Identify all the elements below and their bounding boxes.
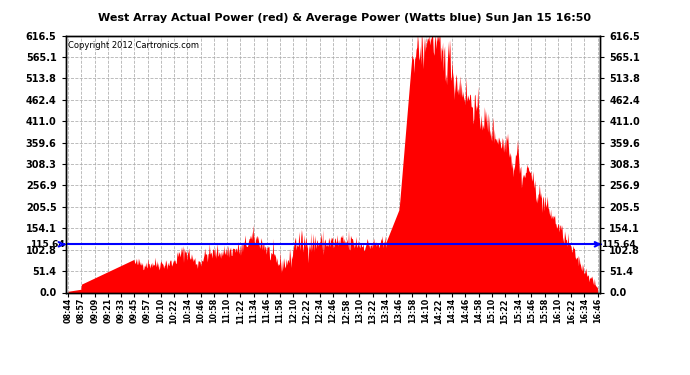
Text: Copyright 2012 Cartronics.com: Copyright 2012 Cartronics.com <box>68 41 199 50</box>
Text: 115.64: 115.64 <box>30 240 65 249</box>
Text: 115.64: 115.64 <box>601 240 635 249</box>
Text: West Array Actual Power (red) & Average Power (Watts blue) Sun Jan 15 16:50: West Array Actual Power (red) & Average … <box>99 12 591 22</box>
